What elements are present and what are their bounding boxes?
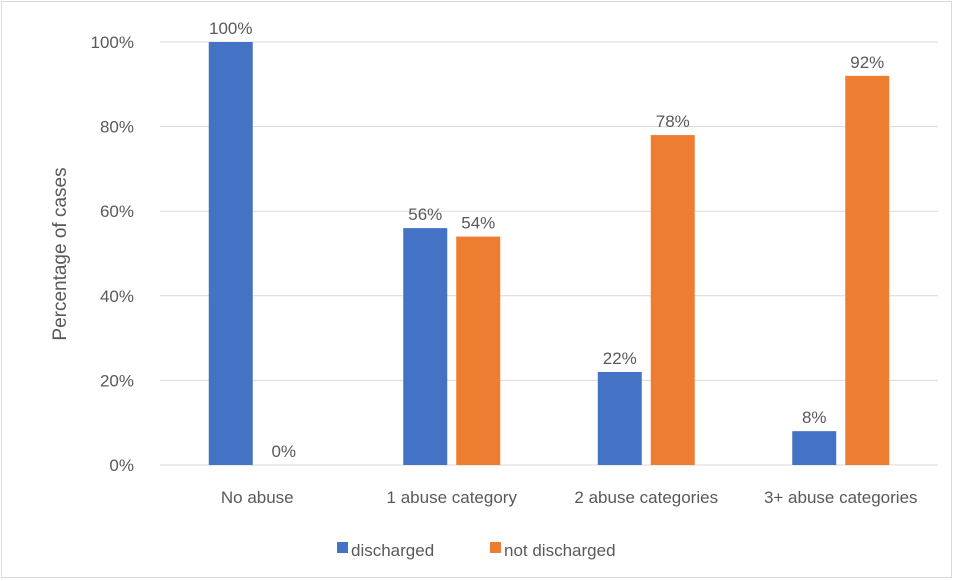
y-tick-label: 100%	[91, 33, 134, 52]
data-label: 0%	[271, 442, 296, 461]
data-labels: 100% 0% 56% 54% 22% 78% 8% 92%	[209, 19, 884, 461]
bar-not-discharged	[845, 75, 890, 465]
y-axis-ticks: 0% 20% 40% 60% 80% 100%	[91, 33, 134, 475]
y-tick-label: 0%	[109, 456, 134, 475]
x-category-label: 2 abuse categories	[574, 488, 718, 507]
bar-discharged	[597, 371, 642, 465]
x-axis-categories: No abuse 1 abuse category 2 abuse categori…	[221, 488, 918, 507]
x-category-label: 3+ abuse categories	[764, 488, 918, 507]
bar-not-discharged	[650, 135, 695, 465]
legend-swatch	[337, 542, 348, 553]
y-tick-label: 20%	[100, 371, 134, 390]
data-label: 8%	[802, 408, 827, 427]
data-label: 78%	[656, 112, 690, 131]
legend-swatch	[490, 542, 501, 553]
data-label: 56%	[408, 205, 442, 224]
y-tick-label: 40%	[100, 287, 134, 306]
data-label: 22%	[603, 349, 637, 368]
x-category-label: 1 abuse category	[387, 488, 518, 507]
bar-discharged	[403, 228, 448, 465]
bar-discharged	[792, 431, 837, 465]
legend-label: not discharged	[504, 541, 616, 560]
y-axis-title: Percentage of cases	[50, 167, 71, 340]
bars	[208, 42, 890, 465]
y-tick-label: 80%	[100, 118, 134, 137]
gridlines	[160, 41, 938, 466]
y-tick-label: 60%	[100, 202, 134, 221]
data-label: 92%	[850, 53, 884, 72]
legend: discharged not discharged	[337, 541, 616, 560]
x-category-label: No abuse	[221, 488, 294, 507]
bar-discharged	[208, 42, 253, 465]
data-label: 100%	[209, 19, 252, 38]
data-label: 54%	[461, 214, 495, 233]
bar-not-discharged	[456, 236, 501, 465]
legend-label: discharged	[351, 541, 434, 560]
